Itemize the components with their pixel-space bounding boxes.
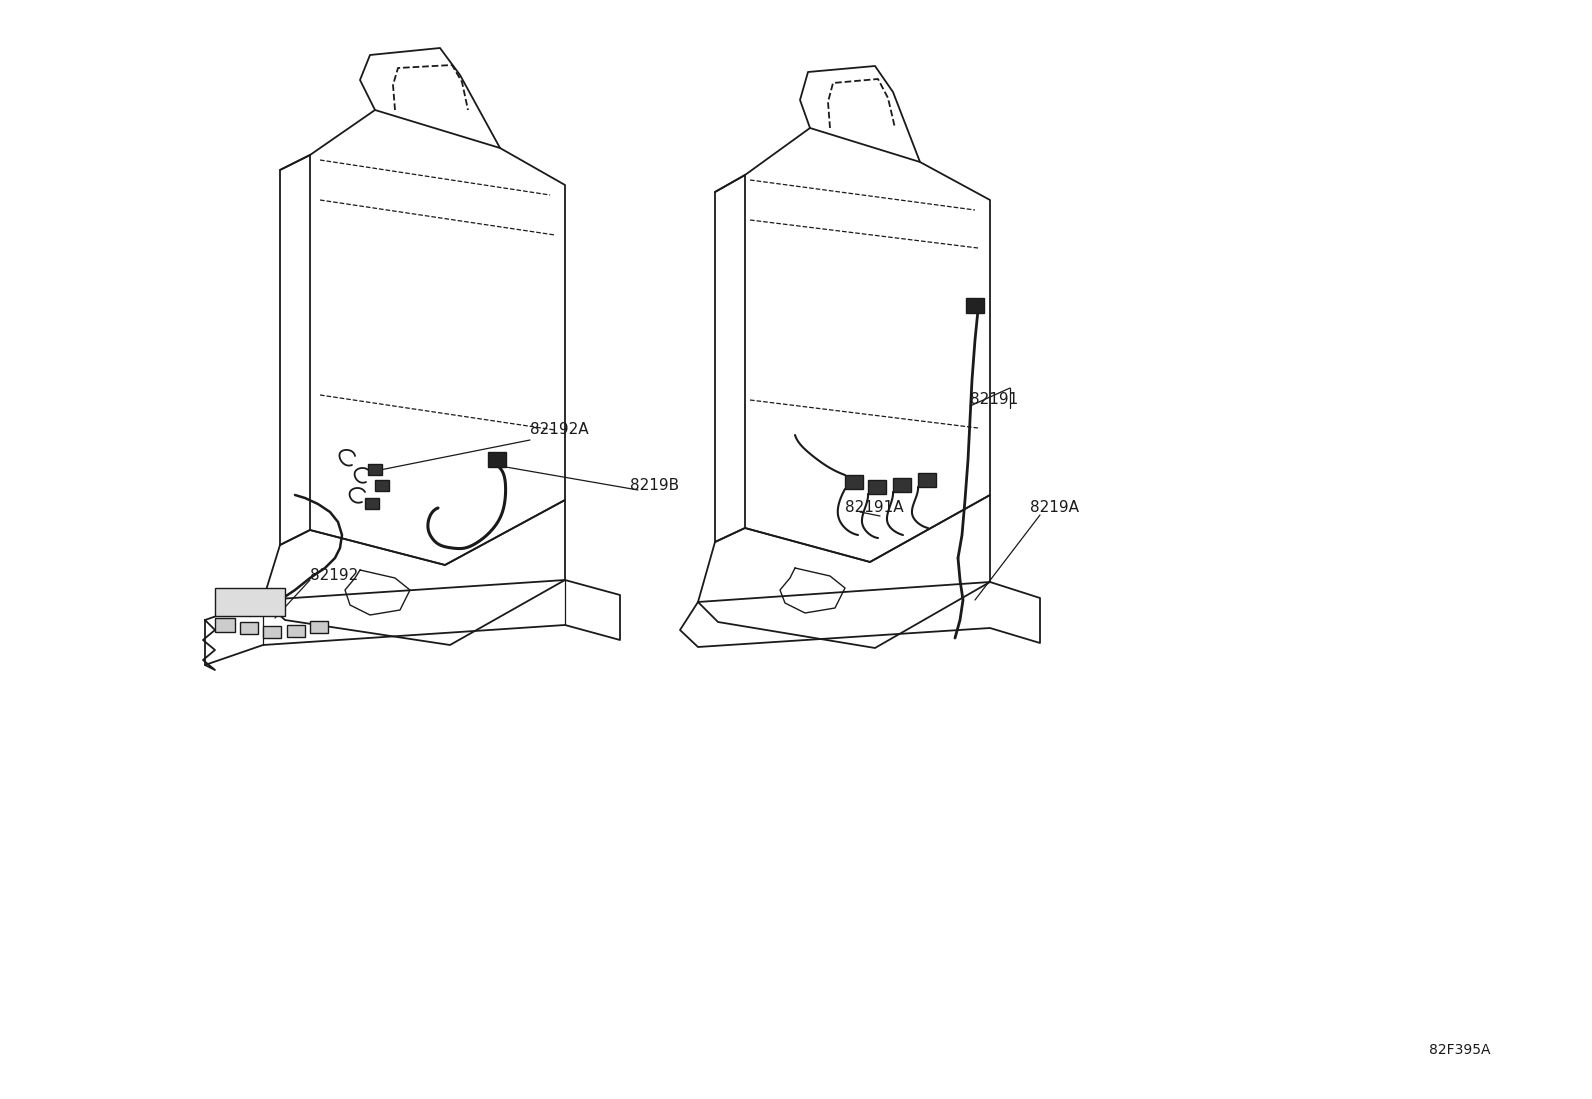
Text: 82192: 82192 [310,567,358,582]
Polygon shape [205,580,619,665]
Bar [845,475,863,489]
Polygon shape [680,582,1040,647]
Text: 8219A: 8219A [1030,500,1079,515]
Bar [868,480,887,493]
Bar [240,622,258,634]
Text: 82191A: 82191A [845,500,904,515]
Bar [263,626,282,639]
Text: 8219B: 8219B [630,477,680,492]
Bar [966,298,984,313]
Bar [368,464,382,475]
Polygon shape [263,500,565,645]
Text: 82191: 82191 [970,392,1019,408]
Bar [376,480,388,491]
Bar [919,473,936,487]
Bar [365,498,379,509]
Bar [489,452,506,467]
Bar [215,618,236,632]
Polygon shape [310,110,565,565]
Bar [310,621,328,633]
Polygon shape [745,127,990,562]
Text: 82192A: 82192A [530,422,589,437]
Bar [287,625,306,637]
Text: 82F395A: 82F395A [1428,1043,1490,1057]
Bar [893,478,911,492]
Bar [215,588,285,617]
Polygon shape [697,495,990,648]
